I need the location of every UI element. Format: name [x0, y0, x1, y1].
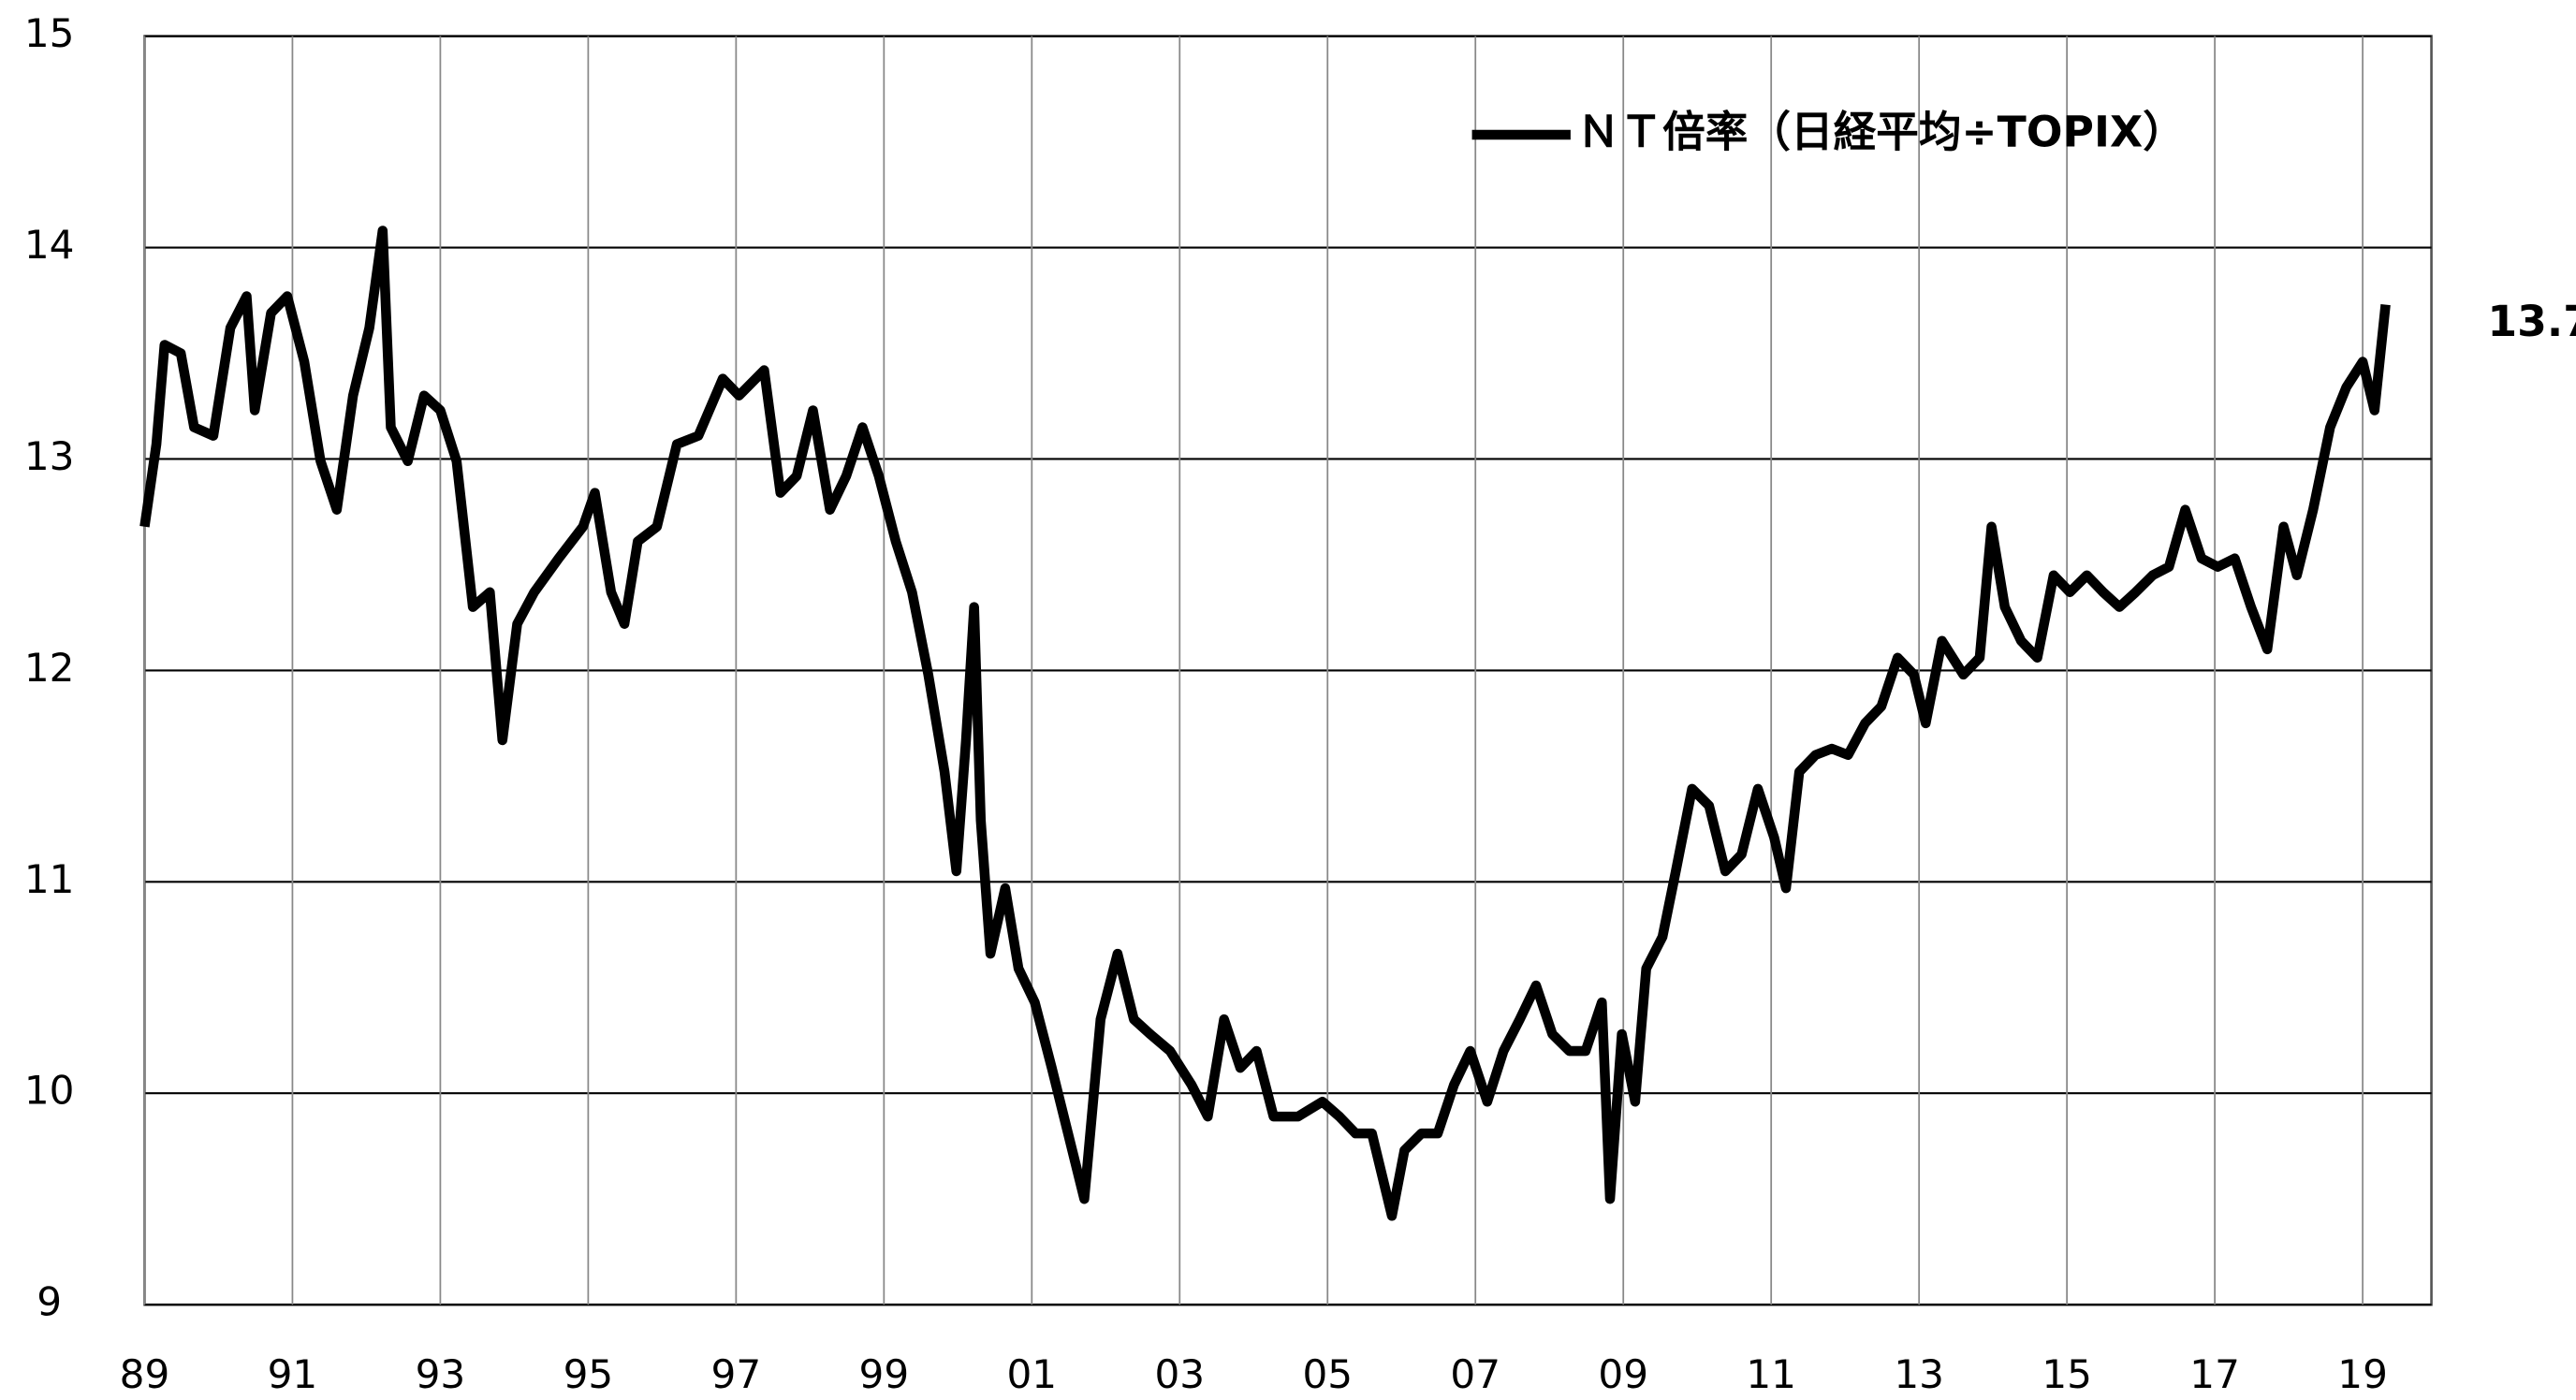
x-tick-label: 01	[1007, 1351, 1058, 1397]
x-tick-label: 15	[2042, 1351, 2092, 1397]
x-tick-label: 11	[1746, 1351, 1796, 1397]
y-tick-label: 11	[24, 856, 75, 902]
y-tick-label: 10	[24, 1068, 75, 1114]
y-tick-label: 13	[24, 433, 75, 479]
x-tick-label: 05	[1302, 1351, 1353, 1397]
y-tick-label: 12	[24, 645, 75, 691]
y-tick-label: 14	[24, 222, 75, 268]
data-label: 13.7	[2487, 297, 2576, 346]
y-tick-label: 15	[24, 10, 75, 56]
x-tick-label: 91	[268, 1351, 318, 1397]
x-tick-label: 89	[120, 1351, 170, 1397]
data-line	[139, 226, 2391, 1221]
x-tick-label: 03	[1154, 1351, 1205, 1397]
x-tick-label: 19	[2337, 1351, 2388, 1397]
x-tick-label: 97	[711, 1351, 762, 1397]
x-tick-label: 17	[2189, 1351, 2240, 1397]
x-tick-label: 07	[1450, 1351, 1500, 1397]
x-tick-label: 93	[416, 1351, 466, 1397]
x-tick-label: 95	[564, 1351, 614, 1397]
x-tick-label: 09	[1598, 1351, 1648, 1397]
x-tick-label: 13	[1894, 1351, 1944, 1397]
y-tick-label: 9	[37, 1279, 62, 1325]
x-tick-label: 99	[859, 1351, 910, 1397]
legend-label: ＮＴ倍率（日経平均÷TOPIX）	[1577, 107, 2186, 156]
